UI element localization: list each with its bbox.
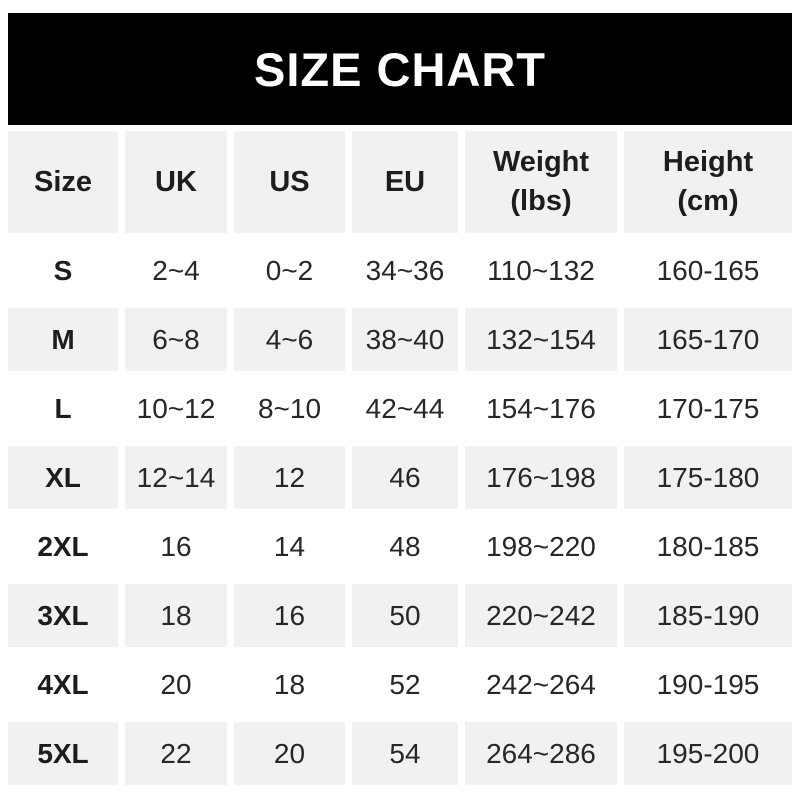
- table-cell: 18: [234, 653, 345, 716]
- size-label-cell: S: [8, 239, 118, 302]
- table-cell: 54: [352, 722, 458, 785]
- size-label-cell: 5XL: [8, 722, 118, 785]
- table-cell: 18: [125, 584, 227, 647]
- table-cell: 132~154: [465, 308, 617, 371]
- size-label-cell: 2XL: [8, 515, 118, 578]
- table-cell: 190-195: [624, 653, 792, 716]
- table-cell: 42~44: [352, 377, 458, 440]
- table-cell: 34~36: [352, 239, 458, 302]
- column-header-label: US: [269, 165, 310, 198]
- column-header-size: Size: [8, 131, 118, 233]
- table-cell: 48: [352, 515, 458, 578]
- table-cell: 154~176: [465, 377, 617, 440]
- table-cell: 242~264: [465, 653, 617, 716]
- column-header-us: US: [234, 131, 345, 233]
- table-cell: 20: [234, 722, 345, 785]
- table-cell: 185-190: [624, 584, 792, 647]
- table-cell: 8~10: [234, 377, 345, 440]
- table-cell: 50: [352, 584, 458, 647]
- table-cell: 46: [352, 446, 458, 509]
- size-label-cell: XL: [8, 446, 118, 509]
- table-cell: 176~198: [465, 446, 617, 509]
- table-cell: 2~4: [125, 239, 227, 302]
- column-header-label: UK: [155, 165, 197, 198]
- column-header-sub: (lbs): [510, 185, 572, 217]
- table-cell: 198~220: [465, 515, 617, 578]
- table-cell: 16: [234, 584, 345, 647]
- size-table: Size UK US EU Weight (lbs) Height (cm) S 2~…: [8, 131, 792, 785]
- column-header-label: Size: [33, 165, 93, 198]
- size-chart-banner: SIZE CHART: [8, 13, 792, 125]
- table-cell: 160-165: [624, 239, 792, 302]
- table-cell: 4~6: [234, 308, 345, 371]
- size-label-cell: L: [8, 377, 118, 440]
- table-cell: 170-175: [624, 377, 792, 440]
- table-cell: 16: [125, 515, 227, 578]
- table-cell: 22: [125, 722, 227, 785]
- column-header-eu: EU: [352, 131, 458, 233]
- column-header-label: Weight: [492, 146, 590, 179]
- column-header-sub: (cm): [677, 185, 739, 217]
- table-cell: 0~2: [234, 239, 345, 302]
- column-header-weight: Weight (lbs): [465, 131, 617, 233]
- table-cell: 264~286: [465, 722, 617, 785]
- page-title: SIZE CHART: [254, 42, 546, 96]
- column-header-uk: UK: [125, 131, 227, 233]
- column-header-label: EU: [384, 165, 426, 198]
- table-cell: 10~12: [125, 377, 227, 440]
- table-cell: 195-200: [624, 722, 792, 785]
- table-cell: 14: [234, 515, 345, 578]
- table-cell: 6~8: [125, 308, 227, 371]
- table-cell: 38~40: [352, 308, 458, 371]
- table-cell: 12~14: [125, 446, 227, 509]
- column-header-height: Height (cm): [624, 131, 792, 233]
- table-cell: 110~132: [465, 239, 617, 302]
- table-cell: 20: [125, 653, 227, 716]
- table-cell: 180-185: [624, 515, 792, 578]
- table-cell: 12: [234, 446, 345, 509]
- table-cell: 52: [352, 653, 458, 716]
- column-header-label: Height: [662, 146, 754, 179]
- table-cell: 175-180: [624, 446, 792, 509]
- table-cell: 165-170: [624, 308, 792, 371]
- size-label-cell: M: [8, 308, 118, 371]
- size-label-cell: 4XL: [8, 653, 118, 716]
- table-cell: 220~242: [465, 584, 617, 647]
- size-label-cell: 3XL: [8, 584, 118, 647]
